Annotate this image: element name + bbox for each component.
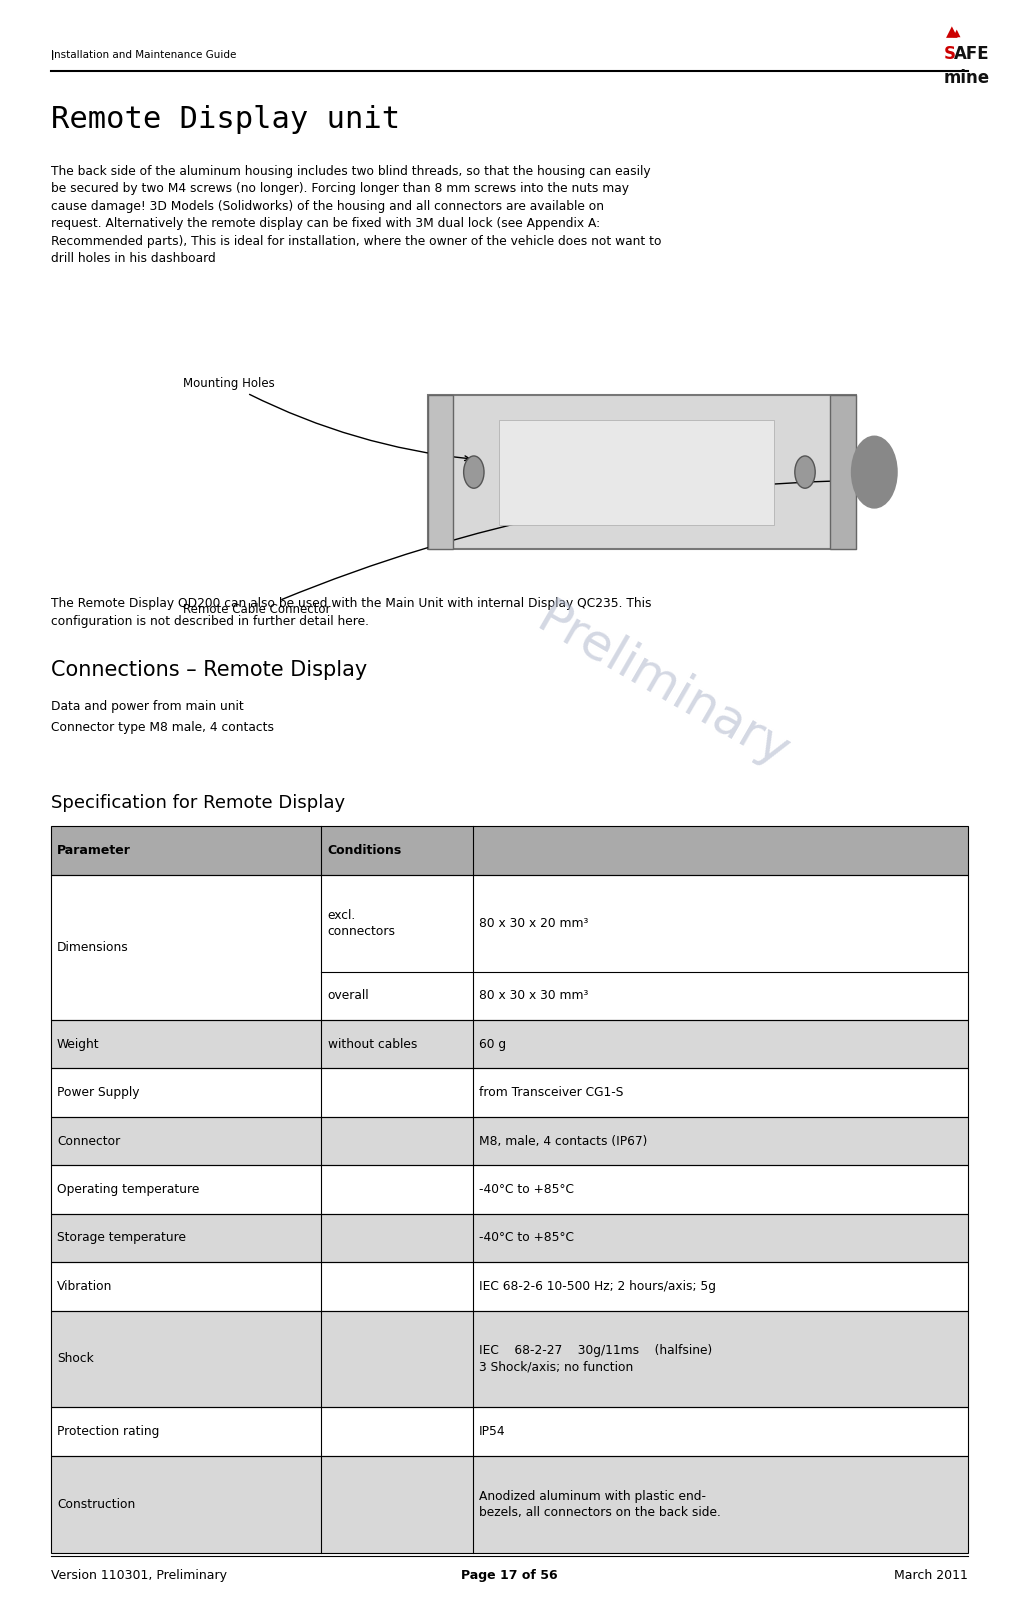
Text: Protection rating: Protection rating <box>57 1425 159 1438</box>
Text: Remote Cable Connector: Remote Cable Connector <box>183 478 867 617</box>
Bar <box>51 1262 968 1311</box>
Bar <box>51 1068 968 1117</box>
Text: Preliminary: Preliminary <box>528 594 797 778</box>
Bar <box>51 1311 968 1407</box>
Bar <box>51 1165 968 1214</box>
Circle shape <box>852 436 897 507</box>
Bar <box>51 1456 968 1553</box>
Bar <box>51 1117 968 1165</box>
Text: Dimensions: Dimensions <box>57 941 128 954</box>
Bar <box>428 395 856 549</box>
Text: Page 17 of 56: Page 17 of 56 <box>462 1569 557 1582</box>
Text: Remote Display unit: Remote Display unit <box>51 105 400 134</box>
Bar <box>830 395 856 549</box>
Bar <box>51 1214 968 1262</box>
Text: IP54: IP54 <box>479 1425 505 1438</box>
Text: M8, male, 4 contacts (IP67): M8, male, 4 contacts (IP67) <box>479 1135 647 1148</box>
Bar <box>51 1068 968 1117</box>
Text: -40°C to +85°C: -40°C to +85°C <box>479 1183 574 1196</box>
Bar <box>51 1117 968 1165</box>
Bar <box>51 1020 968 1068</box>
Text: 80 x 30 x 30 mm³: 80 x 30 x 30 mm³ <box>479 989 588 1002</box>
Text: Storage temperature: Storage temperature <box>57 1231 186 1244</box>
Bar <box>51 1165 968 1214</box>
Text: IEC    68-2-27    30g/11ms    (halfsine)
3 Shock/axis; no function: IEC 68-2-27 30g/11ms (halfsine) 3 Shock/… <box>479 1344 712 1374</box>
Text: Connections – Remote Display: Connections – Remote Display <box>51 660 367 679</box>
Bar <box>51 1407 968 1456</box>
Bar <box>51 826 968 875</box>
Text: excl.
connectors: excl. connectors <box>327 909 395 938</box>
Text: S: S <box>944 45 956 63</box>
Text: Shock: Shock <box>57 1353 94 1365</box>
Text: Vibration: Vibration <box>57 1280 112 1293</box>
Bar <box>428 395 453 549</box>
Text: -40°C to +85°C: -40°C to +85°C <box>479 1231 574 1244</box>
Text: Conditions: Conditions <box>327 844 401 857</box>
Bar <box>51 1311 968 1407</box>
Bar <box>51 1456 968 1553</box>
Text: from Transceiver CG1-S: from Transceiver CG1-S <box>479 1086 624 1099</box>
Text: Installation and Maintenance Guide: Installation and Maintenance Guide <box>51 50 236 60</box>
Text: I: I <box>51 50 54 63</box>
Bar <box>51 1262 968 1311</box>
Bar <box>51 875 968 1020</box>
Text: Parameter: Parameter <box>57 844 130 857</box>
Bar <box>51 1407 968 1456</box>
Text: Weight: Weight <box>57 1038 100 1051</box>
Text: ▲: ▲ <box>953 27 960 37</box>
Bar <box>51 1020 968 1068</box>
Text: Operating temperature: Operating temperature <box>57 1183 200 1196</box>
Bar <box>51 875 968 1020</box>
Text: Anodized aluminum with plastic end-
bezels, all connectors on the back side.: Anodized aluminum with plastic end- beze… <box>479 1490 720 1519</box>
Text: overall: overall <box>327 989 369 1002</box>
Text: Connector type M8 male, 4 contacts: Connector type M8 male, 4 contacts <box>51 721 274 734</box>
Text: Construction: Construction <box>57 1498 136 1511</box>
Text: Mounting Holes: Mounting Holes <box>183 378 470 460</box>
Text: Power Supply: Power Supply <box>57 1086 140 1099</box>
Circle shape <box>795 455 815 489</box>
Text: March 2011: March 2011 <box>895 1569 968 1582</box>
Text: without cables: without cables <box>327 1038 417 1051</box>
Text: Specification for Remote Display: Specification for Remote Display <box>51 794 345 812</box>
Text: ▲: ▲ <box>946 24 958 39</box>
Circle shape <box>464 455 484 489</box>
Text: mine: mine <box>944 69 989 87</box>
Text: Data and power from main unit: Data and power from main unit <box>51 700 244 713</box>
Text: Connector: Connector <box>57 1135 120 1148</box>
Text: Version 110301, Preliminary: Version 110301, Preliminary <box>51 1569 227 1582</box>
Text: AFE: AFE <box>954 45 989 63</box>
Text: The back side of the aluminum housing includes two blind threads, so that the ho: The back side of the aluminum housing in… <box>51 165 661 265</box>
Text: 60 g: 60 g <box>479 1038 506 1051</box>
Text: IEC 68-2-6 10-500 Hz; 2 hours/axis; 5g: IEC 68-2-6 10-500 Hz; 2 hours/axis; 5g <box>479 1280 716 1293</box>
Bar <box>499 420 774 525</box>
Text: 80 x 30 x 20 mm³: 80 x 30 x 20 mm³ <box>479 917 588 930</box>
Text: The Remote Display QD200 can also be used with the Main Unit with internal Displ: The Remote Display QD200 can also be use… <box>51 597 651 628</box>
Bar <box>51 1214 968 1262</box>
